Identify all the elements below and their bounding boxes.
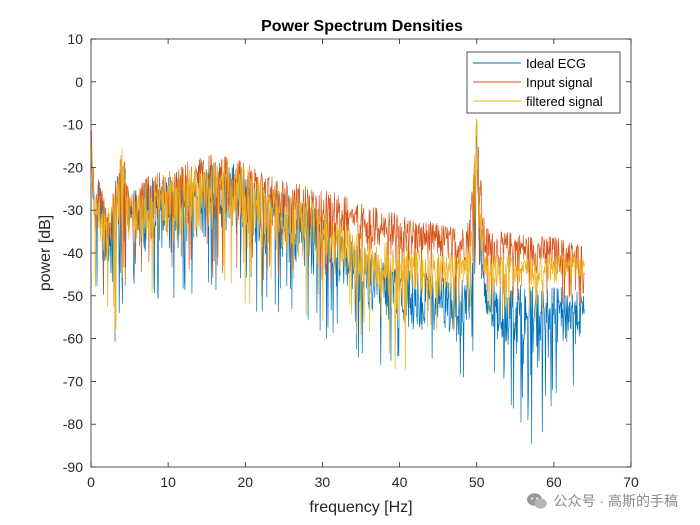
y-tick-label: -50 [63, 288, 83, 304]
y-tick-label: -90 [63, 459, 83, 475]
axes-layer: 0 10 20 30 40 50 60 70 10 0 -10 -20 -30 -40 -50 -60 -70 -… [63, 31, 639, 490]
y-tick-label: 10 [67, 31, 83, 47]
chart-title: Power Spectrum Densities [261, 18, 463, 35]
legend-label-2: Input signal [526, 75, 593, 90]
y-tick-label: 0 [75, 74, 83, 90]
watermark-text: 公众号 · 高斯的手稿 [553, 493, 678, 509]
x-tick-label: 60 [546, 474, 562, 490]
x-tick-label: 10 [160, 474, 176, 490]
x-tick-label: 30 [315, 474, 331, 490]
y-tick-label: -80 [63, 416, 83, 432]
y-tick-label: -70 [63, 373, 83, 389]
y-axis-label: power [dB] [37, 215, 54, 291]
x-tick-label: 20 [237, 474, 253, 490]
series-layer [90, 118, 585, 444]
x-tick-label: 0 [87, 474, 95, 490]
y-tick-label: -30 [63, 202, 83, 218]
y-tick-label: -20 [63, 159, 83, 175]
legend-label-3: filtered signal [526, 94, 603, 109]
watermark: 公众号 · 高斯的手稿 [526, 491, 678, 511]
x-axis-label: frequency [Hz] [309, 499, 412, 516]
x-tick-label: 70 [623, 474, 639, 490]
y-tick-label: -10 [63, 117, 83, 133]
legend: Ideal ECG Input signal filtered signal [466, 51, 621, 114]
y-tick-label: -40 [63, 245, 83, 261]
y-tick-label: -60 [63, 331, 83, 347]
wechat-icon [526, 493, 547, 509]
x-tick-label: 50 [469, 474, 485, 490]
series-line-3 [90, 118, 585, 370]
x-tick-label: 40 [392, 474, 408, 490]
legend-label-1: Ideal ECG [526, 56, 586, 71]
